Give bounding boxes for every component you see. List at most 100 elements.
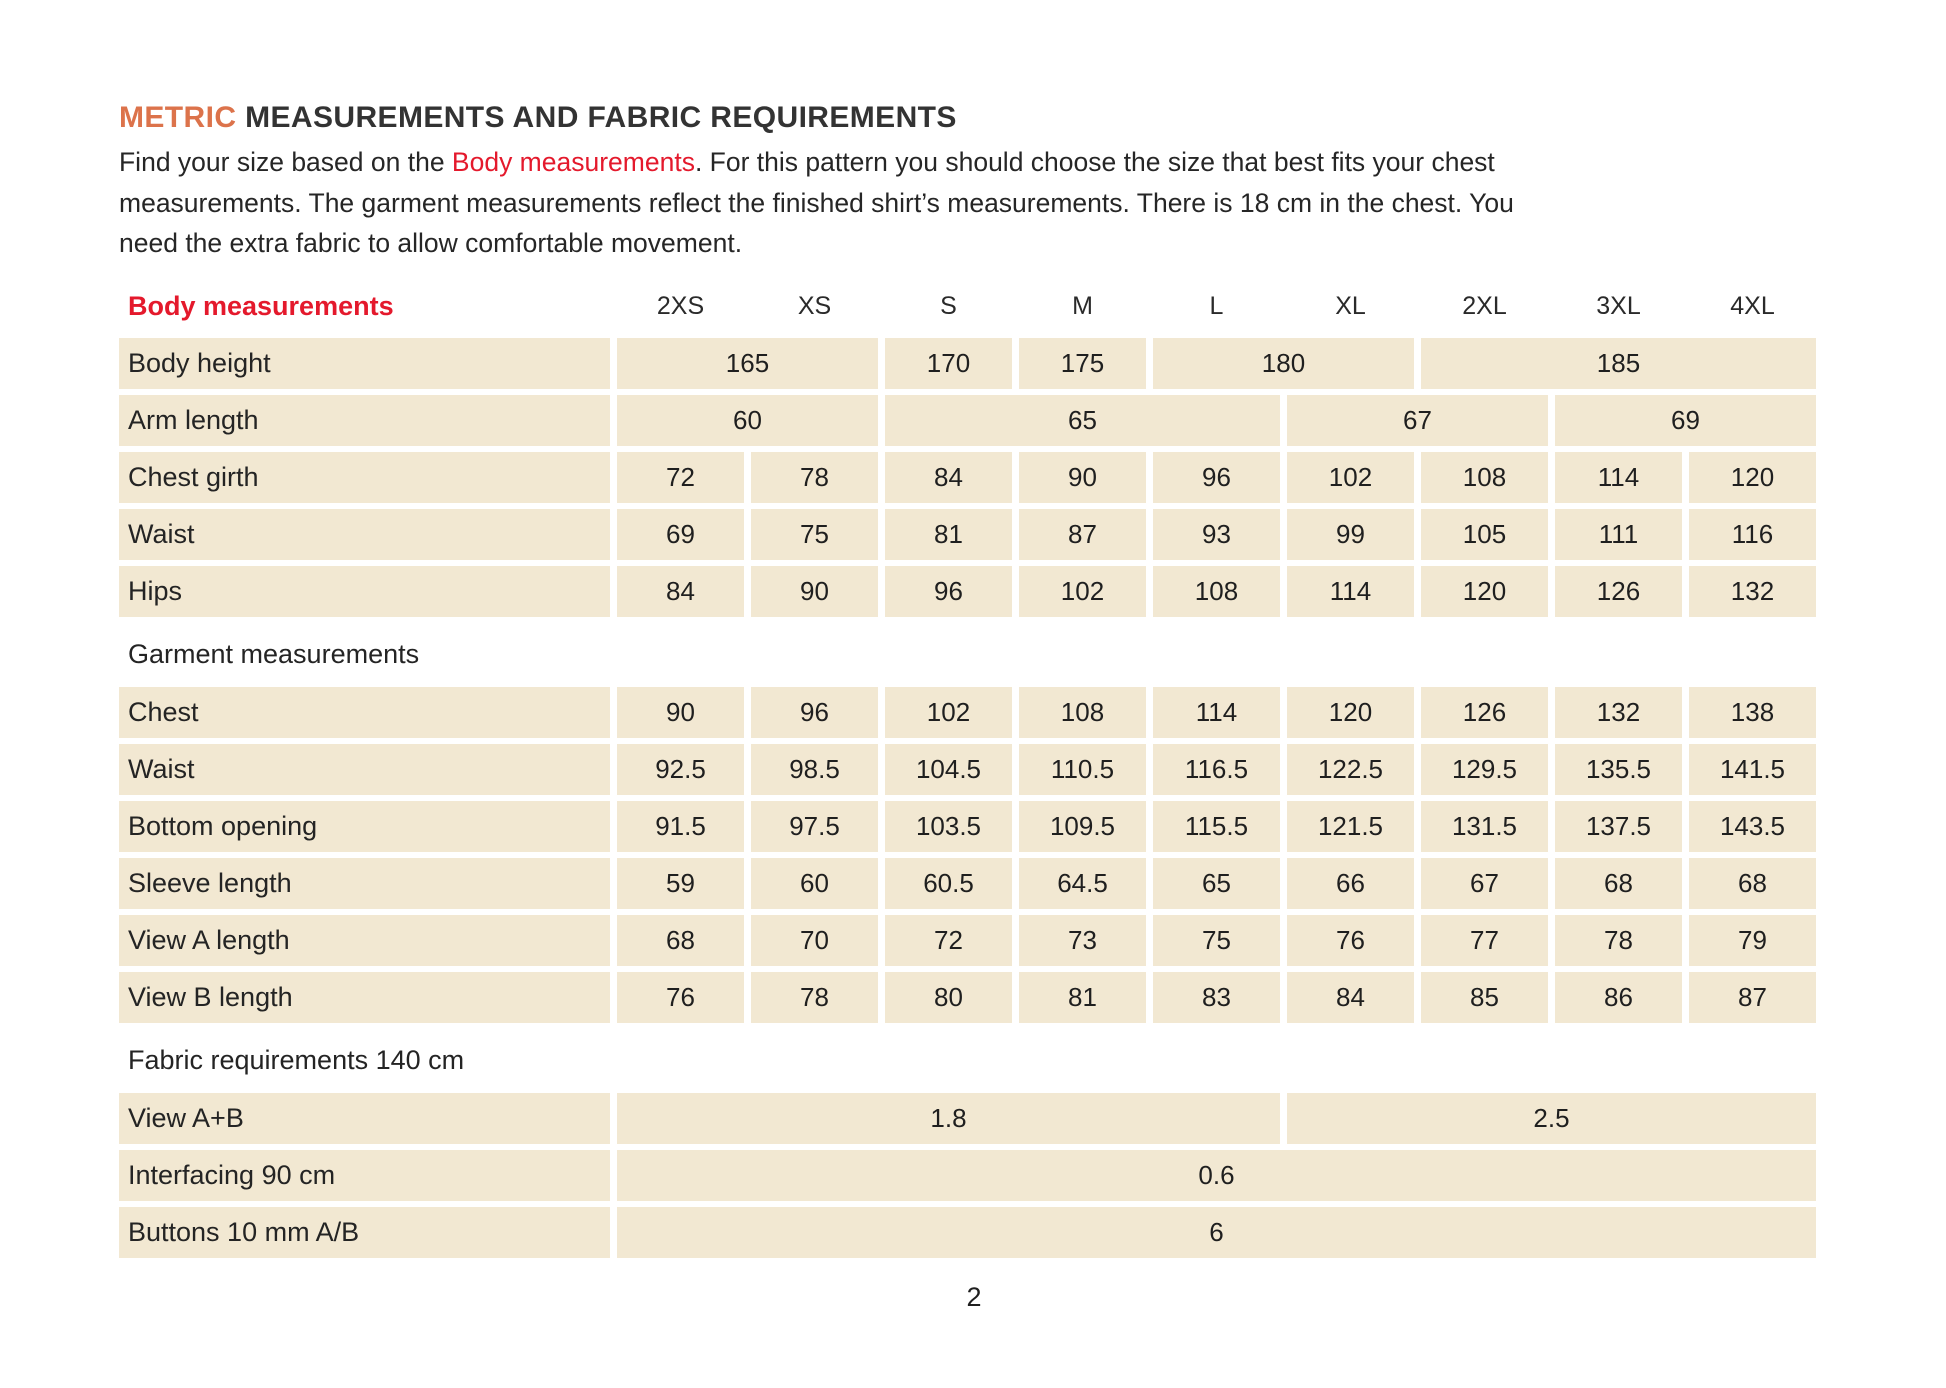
- table-row: View A length 68 70 72 73 75 76 77 78 79: [119, 914, 1816, 966]
- size-header-2xs: 2XS: [656, 292, 705, 320]
- value-cell: 132: [1689, 565, 1816, 617]
- value-cell: 90: [617, 686, 744, 738]
- value-cell: 80: [885, 971, 1012, 1023]
- value-cell: 108: [1153, 565, 1280, 617]
- value-cell: 65: [885, 394, 1280, 446]
- row-label: Hips: [119, 565, 610, 617]
- value-cell: 76: [617, 971, 744, 1023]
- table-row: View A+B 1.8 2.5: [119, 1092, 1816, 1144]
- row-label: Waist: [119, 743, 610, 795]
- value-cell: 93: [1153, 508, 1280, 560]
- value-cell: 78: [751, 971, 878, 1023]
- value-cell: 105: [1421, 508, 1548, 560]
- size-header-l: L: [1209, 292, 1224, 320]
- value-cell: 81: [885, 508, 1012, 560]
- table-row: Buttons 10 mm A/B 6: [119, 1206, 1816, 1258]
- value-cell: 59: [617, 857, 744, 909]
- value-cell: 67: [1287, 394, 1548, 446]
- value-cell: 116: [1689, 508, 1816, 560]
- table-row: Bottom opening 91.5 97.5 103.5 109.5 115.5 121…: [119, 800, 1816, 852]
- intro-line1-highlight: Body measurements: [451, 147, 695, 177]
- value-cell: 99: [1287, 508, 1414, 560]
- value-cell: 83: [1153, 971, 1280, 1023]
- row-label: View A+B: [119, 1092, 610, 1144]
- value-cell: 165: [617, 337, 878, 389]
- row-label: View A length: [119, 914, 610, 966]
- value-cell: 60: [751, 857, 878, 909]
- value-cell: 69: [617, 508, 744, 560]
- value-cell: 104.5: [885, 743, 1012, 795]
- row-label: Sleeve length: [119, 857, 610, 909]
- value-cell: 68: [1689, 857, 1816, 909]
- value-cell: 170: [885, 337, 1012, 389]
- size-header-xs: XS: [797, 292, 832, 320]
- value-cell: 96: [751, 686, 878, 738]
- row-label: Bottom opening: [119, 800, 610, 852]
- table-row: Sleeve length 59 60 60.5 64.5 65 66 67 68 68: [119, 857, 1816, 909]
- size-header-m: M: [1072, 292, 1093, 320]
- value-cell: 75: [1153, 914, 1280, 966]
- intro-paragraph: Find your size based on the Body measure…: [119, 142, 1859, 264]
- row-label: Body height: [119, 337, 610, 389]
- value-cell: 102: [1019, 565, 1146, 617]
- size-header-2xl: 2XL: [1462, 292, 1507, 320]
- value-cell: 180: [1153, 337, 1414, 389]
- size-header-s: S: [940, 292, 957, 320]
- value-cell: 102: [885, 686, 1012, 738]
- value-cell: 110.5: [1019, 743, 1146, 795]
- value-cell: 75: [751, 508, 878, 560]
- value-cell: 0.6: [617, 1149, 1816, 1201]
- row-label: Waist: [119, 508, 610, 560]
- value-cell: 1.8: [617, 1092, 1280, 1144]
- value-cell: 66: [1287, 857, 1414, 909]
- row-label: Chest girth: [119, 451, 610, 503]
- table-row: View B length 76 78 80 81 83 84 85 86 87: [119, 971, 1816, 1023]
- value-cell: 68: [1555, 857, 1682, 909]
- value-cell: 114: [1287, 565, 1414, 617]
- table-header-row: Body measurements 2XS XS S M L XL 2XL 3XL 4XL: [119, 284, 1816, 330]
- value-cell: 116.5: [1153, 743, 1280, 795]
- value-cell: 84: [617, 565, 744, 617]
- table-row: Waist 92.5 98.5 104.5 110.5 116.5 122.5 129.5 13…: [119, 743, 1816, 795]
- intro-line2: measurements. The garment measurements r…: [119, 187, 1514, 218]
- value-cell: 84: [885, 451, 1012, 503]
- row-label: Chest: [119, 686, 610, 738]
- table-row: Waist 69 75 81 87 93 99 105 111 116: [119, 508, 1816, 560]
- value-cell: 175: [1019, 337, 1146, 389]
- table-header-label: Body measurements: [128, 291, 394, 321]
- section-title: Fabric requirements 140 cm: [128, 1045, 465, 1075]
- table-row: Interfacing 90 cm 0.6: [119, 1149, 1816, 1201]
- value-cell: 126: [1421, 686, 1548, 738]
- value-cell: 121.5: [1287, 800, 1414, 852]
- table-row: Chest girth 72 78 84 90 96 102 108 114 120: [119, 451, 1816, 503]
- value-cell: 115.5: [1153, 800, 1280, 852]
- title-rest: MEASUREMENTS AND FABRIC REQUIREMENTS: [236, 101, 957, 134]
- value-cell: 81: [1019, 971, 1146, 1023]
- value-cell: 97.5: [751, 800, 878, 852]
- intro-line3: need the extra fabric to allow comfortab…: [119, 228, 743, 258]
- value-cell: 85: [1421, 971, 1548, 1023]
- value-cell: 76: [1287, 914, 1414, 966]
- table-row: Hips 84 90 96 102 108 114 120 126 132: [119, 565, 1816, 617]
- value-cell: 135.5: [1555, 743, 1682, 795]
- value-cell: 108: [1421, 451, 1548, 503]
- page-title: METRIC MEASUREMENTS AND FABRIC REQUIREME…: [119, 100, 1946, 136]
- value-cell: 90: [1019, 451, 1146, 503]
- value-cell: 131.5: [1421, 800, 1548, 852]
- size-header-xl: XL: [1335, 292, 1366, 320]
- value-cell: 120: [1421, 565, 1548, 617]
- title-highlight: METRIC: [119, 101, 237, 134]
- value-cell: 77: [1421, 914, 1548, 966]
- value-cell: 98.5: [751, 743, 878, 795]
- row-label: View B length: [119, 971, 610, 1023]
- value-cell: 65: [1153, 857, 1280, 909]
- value-cell: 129.5: [1421, 743, 1548, 795]
- size-header-4xl: 4XL: [1730, 292, 1775, 320]
- table-row: Chest 90 96 102 108 114 120 126 132 138: [119, 686, 1816, 738]
- row-label: Arm length: [119, 394, 610, 446]
- value-cell: 102: [1287, 451, 1414, 503]
- value-cell: 126: [1555, 565, 1682, 617]
- intro-line1-before: Find your size based on the: [119, 147, 452, 177]
- value-cell: 67: [1421, 857, 1548, 909]
